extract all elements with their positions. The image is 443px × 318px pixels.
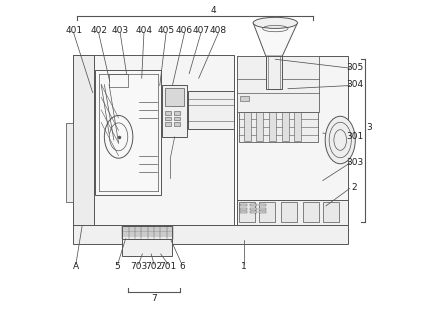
Bar [165, 117, 171, 121]
Bar [294, 112, 301, 141]
Bar [260, 208, 266, 210]
Ellipse shape [253, 17, 298, 28]
Bar [174, 117, 180, 121]
Text: 1: 1 [241, 262, 247, 271]
Text: 406: 406 [176, 26, 193, 35]
Bar [237, 199, 347, 225]
Bar [95, 70, 161, 195]
Bar [73, 54, 234, 225]
Bar [237, 56, 347, 225]
Ellipse shape [325, 116, 355, 164]
Bar [250, 208, 257, 210]
Bar [323, 202, 338, 222]
Bar [260, 202, 275, 222]
Bar [66, 123, 74, 202]
Text: 405: 405 [158, 26, 175, 35]
Text: A: A [73, 262, 79, 271]
Bar [250, 204, 257, 206]
Bar [188, 91, 234, 129]
Bar [240, 211, 247, 213]
Bar [73, 54, 94, 225]
Bar [244, 112, 251, 141]
Bar [250, 211, 257, 213]
Bar [239, 112, 318, 142]
Bar [122, 226, 172, 239]
Bar [239, 202, 255, 222]
Text: 4: 4 [211, 6, 216, 15]
Text: 408: 408 [210, 26, 227, 35]
Bar [164, 88, 184, 106]
Bar [174, 111, 180, 115]
Bar [303, 202, 319, 222]
Bar [240, 204, 247, 206]
Polygon shape [253, 23, 298, 56]
Bar [260, 204, 266, 206]
Bar [165, 111, 171, 115]
Text: 304: 304 [346, 80, 363, 89]
Polygon shape [73, 54, 94, 69]
Bar [162, 85, 187, 137]
Text: 702: 702 [145, 262, 163, 271]
Text: 701: 701 [159, 262, 177, 271]
Bar [281, 202, 297, 222]
Bar [269, 112, 276, 141]
Text: 305: 305 [346, 63, 363, 72]
Text: 403: 403 [112, 26, 129, 35]
Bar [282, 112, 289, 141]
Text: 5: 5 [115, 262, 120, 271]
Text: 404: 404 [136, 26, 152, 35]
Bar [240, 208, 247, 210]
Bar [122, 239, 172, 256]
Text: 6: 6 [179, 262, 185, 271]
Bar [266, 56, 282, 89]
Bar [260, 211, 266, 213]
Bar [240, 96, 249, 101]
Bar [165, 122, 171, 126]
Text: 401: 401 [65, 26, 82, 35]
Bar [109, 74, 128, 87]
Text: 3: 3 [366, 123, 372, 132]
Text: 303: 303 [346, 158, 363, 167]
Bar [73, 225, 348, 245]
Text: 703: 703 [130, 262, 147, 271]
Bar [256, 112, 263, 141]
Text: 2: 2 [352, 183, 358, 192]
Text: 301: 301 [346, 132, 363, 141]
Text: 407: 407 [192, 26, 210, 35]
Text: 402: 402 [90, 26, 107, 35]
Text: 7: 7 [151, 294, 157, 303]
Bar [237, 56, 319, 112]
Bar [174, 122, 180, 126]
